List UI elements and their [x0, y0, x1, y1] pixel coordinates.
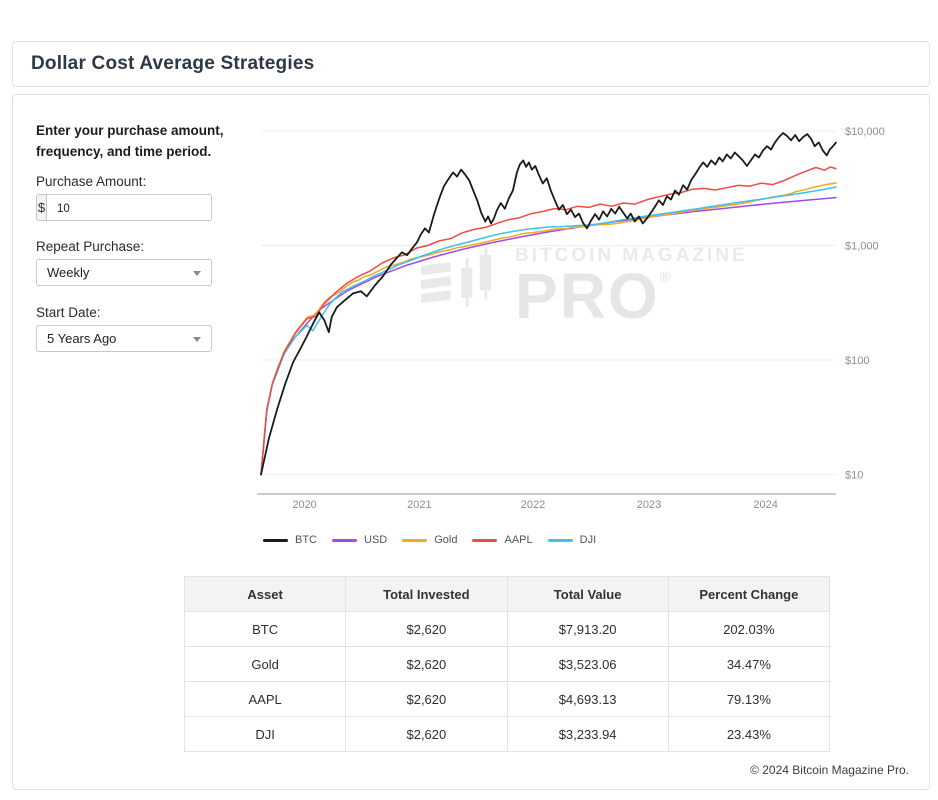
copyright-text: © 2024 Bitcoin Magazine Pro. — [750, 763, 909, 777]
table-row: AAPL $2,620 $4,693.13 79.13% — [183, 681, 831, 717]
cell-change: 79.13% — [667, 681, 831, 717]
chevron-down-icon — [193, 270, 201, 276]
legend-item-aapl[interactable]: AAPL — [472, 534, 533, 546]
legend-item-btc[interactable]: BTC — [263, 534, 317, 546]
start-date-select[interactable]: 5 Years Ago — [36, 324, 212, 352]
legend-label: AAPL — [504, 534, 533, 546]
dca-form: Enter your purchase amount, frequency, a… — [36, 121, 236, 371]
cell-value: $7,913.20 — [506, 611, 669, 647]
cell-value: $4,693.13 — [506, 681, 669, 717]
svg-text:$1,000: $1,000 — [845, 241, 879, 253]
legend-item-gold[interactable]: Gold — [402, 534, 457, 546]
col-header-invested: Total Invested — [345, 576, 508, 612]
chevron-down-icon — [193, 336, 201, 342]
legend-label: Gold — [434, 534, 458, 546]
svg-text:$10: $10 — [845, 470, 863, 482]
table-row: Gold $2,620 $3,523.06 34.47% — [183, 646, 831, 682]
results-table: Asset Total Invested Total Value Percent… — [183, 576, 831, 752]
svg-text:2021: 2021 — [407, 499, 431, 511]
legend-swatch — [547, 538, 573, 542]
cell-asset: BTC — [183, 611, 347, 647]
cell-asset: AAPL — [183, 681, 347, 717]
svg-text:2020: 2020 — [292, 499, 316, 511]
cell-invested: $2,620 — [345, 646, 508, 682]
svg-text:$100: $100 — [845, 355, 869, 367]
svg-text:$10,000: $10,000 — [845, 126, 885, 138]
legend-swatch — [332, 538, 357, 542]
col-header-value: Total Value — [506, 576, 669, 612]
col-header-asset: Asset — [183, 576, 347, 612]
header-bar: Dollar Cost Average Strategies — [12, 41, 930, 87]
cell-change: 34.47% — [667, 646, 831, 682]
legend-item-dji[interactable]: DJI — [547, 534, 597, 546]
repeat-purchase-label: Repeat Purchase: — [36, 238, 145, 254]
page-title: Dollar Cost Average Strategies — [31, 53, 315, 74]
repeat-purchase-value: Weekly — [47, 264, 90, 280]
legend-label: USD — [364, 534, 388, 546]
purchase-amount-group: $ — [36, 193, 212, 221]
cell-asset: Gold — [183, 646, 347, 682]
cell-change: 202.03% — [667, 611, 831, 647]
cell-value: $3,523.06 — [506, 646, 669, 682]
svg-text:2024: 2024 — [753, 499, 777, 511]
main-panel: Enter your purchase amount, frequency, a… — [12, 94, 930, 790]
table-row: DJI $2,620 $3,233.94 23.43% — [183, 716, 831, 752]
legend-label: BTC — [295, 534, 317, 546]
form-intro-text: Enter your purchase amount, frequency, a… — [36, 123, 224, 159]
table-row: BTC $2,620 $7,913.20 202.03% — [183, 611, 831, 647]
chart-svg[interactable]: $10 $100 $1,000 $10,000 2020 2021 2022 2023 2024 — [247, 101, 907, 515]
table-header-row: Asset Total Invested Total Value Percent… — [183, 576, 831, 612]
cell-invested: $2,620 — [345, 716, 508, 752]
legend-swatch — [472, 538, 498, 542]
cell-change: 23.43% — [667, 716, 831, 752]
repeat-purchase-select[interactable]: Weekly — [36, 258, 212, 286]
chart-legend: BTC USD Gold AAPL DJI — [263, 534, 596, 546]
svg-text:2022: 2022 — [521, 499, 545, 511]
svg-text:2023: 2023 — [637, 499, 661, 511]
purchase-amount-input[interactable] — [47, 194, 211, 220]
currency-prefix: $ — [37, 194, 47, 220]
col-header-change: Percent Change — [667, 576, 831, 612]
start-date-label: Start Date: — [36, 304, 101, 320]
start-date-value: 5 Years Ago — [47, 330, 117, 346]
cell-invested: $2,620 — [345, 611, 508, 647]
legend-swatch — [263, 538, 288, 542]
cell-value: $3,233.94 — [506, 716, 669, 752]
purchase-amount-label: Purchase Amount: — [36, 173, 147, 189]
cell-asset: DJI — [183, 716, 347, 752]
legend-swatch — [402, 538, 428, 542]
legend-label: DJI — [579, 534, 597, 546]
cell-invested: $2,620 — [345, 681, 508, 717]
legend-item-usd[interactable]: USD — [332, 534, 387, 546]
